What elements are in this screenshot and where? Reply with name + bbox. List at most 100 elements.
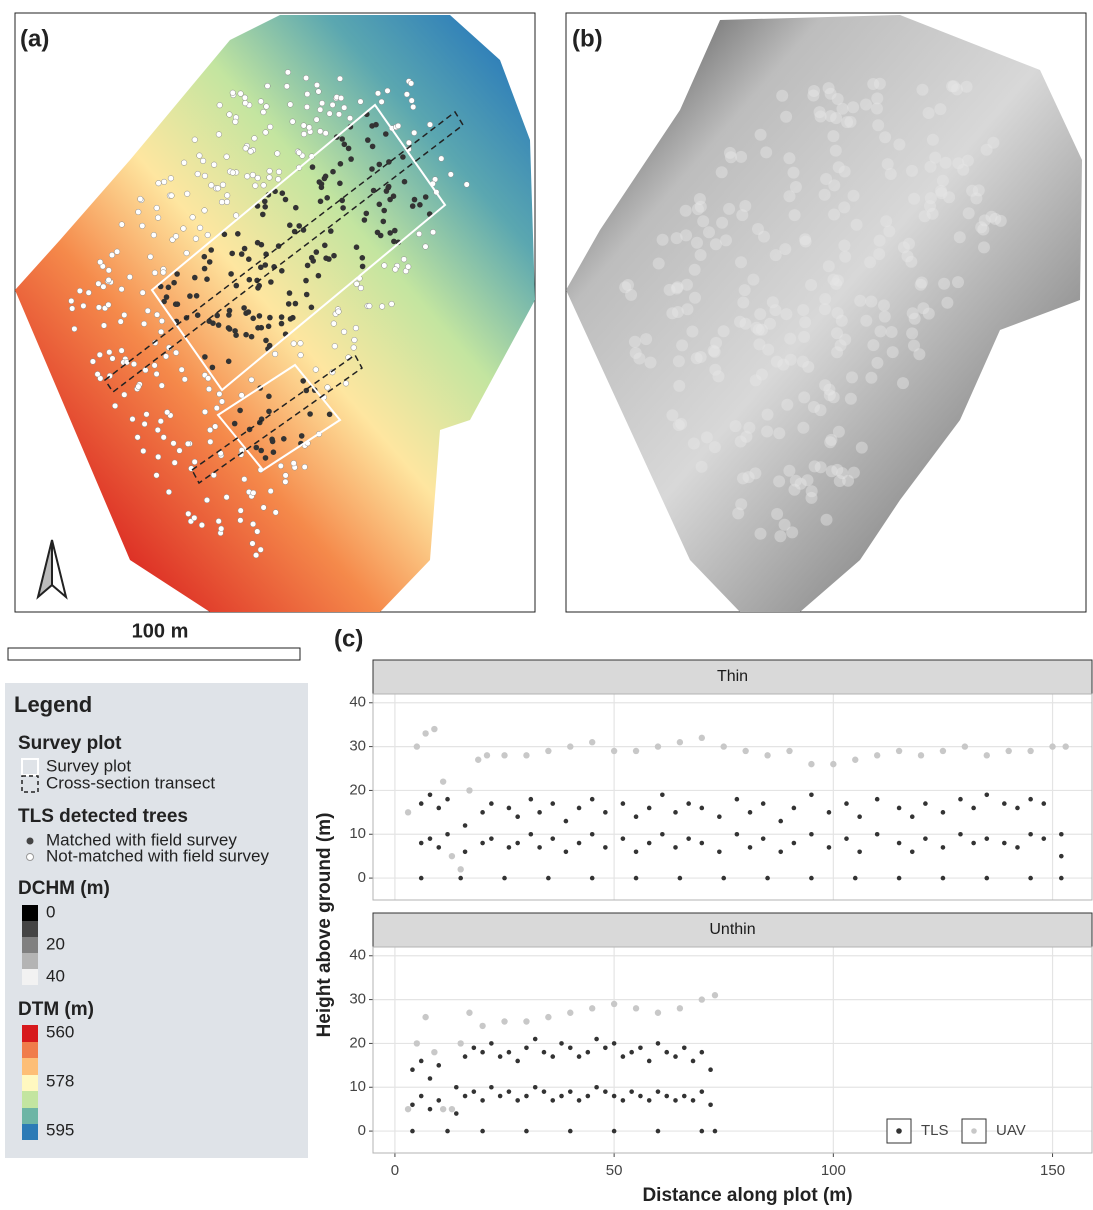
- tree-dot: [408, 81, 414, 87]
- y-tick-label: 10: [349, 1078, 366, 1095]
- tree-dot: [317, 107, 323, 113]
- point: [1028, 876, 1033, 881]
- point: [664, 1050, 669, 1055]
- point: [748, 810, 753, 815]
- tree-dot: [211, 162, 217, 168]
- tree-dot: [293, 205, 299, 211]
- crown: [963, 207, 975, 219]
- point: [419, 876, 424, 881]
- point: [507, 806, 512, 811]
- point: [564, 819, 569, 824]
- point: [673, 810, 678, 815]
- tree-dot: [387, 230, 393, 236]
- crown: [633, 353, 645, 365]
- point: [844, 836, 849, 841]
- point: [501, 1018, 507, 1024]
- tree-dot: [136, 209, 142, 215]
- point: [458, 876, 463, 881]
- color-scale: [22, 905, 38, 985]
- tree-dot: [195, 171, 201, 177]
- tree-dot: [327, 412, 333, 418]
- crown: [860, 315, 872, 327]
- crown: [978, 241, 990, 253]
- point: [480, 1098, 485, 1103]
- point: [405, 809, 411, 815]
- tree-dot: [207, 259, 213, 265]
- point: [612, 1094, 617, 1099]
- crown: [948, 80, 960, 92]
- tree-dot: [159, 383, 165, 389]
- point: [466, 787, 472, 793]
- tree-dot: [405, 264, 411, 270]
- tree-dot: [377, 202, 383, 208]
- tree-dot: [352, 337, 358, 343]
- crown: [819, 379, 831, 391]
- point: [691, 1098, 696, 1103]
- tree-dot: [250, 172, 256, 178]
- tree-dot: [267, 175, 273, 181]
- point: [761, 801, 766, 806]
- crown: [788, 167, 800, 179]
- point: [971, 841, 976, 846]
- tree-dot: [423, 244, 429, 250]
- tree-dot: [77, 288, 83, 294]
- tree-dot: [219, 199, 225, 205]
- tree-dot: [416, 231, 422, 237]
- point: [472, 1046, 477, 1051]
- point: [923, 836, 928, 841]
- crown: [718, 325, 730, 337]
- point: [611, 1001, 617, 1007]
- tree-dot: [195, 312, 201, 318]
- point: [656, 1129, 661, 1134]
- page: {"panel_labels": ["(a)", "(b)", "(c)"], …: [0, 0, 1093, 1210]
- point: [857, 814, 862, 819]
- tree-dot: [253, 445, 259, 451]
- crown: [873, 248, 885, 260]
- crown: [753, 338, 765, 350]
- point: [542, 1089, 547, 1094]
- tree-dot: [230, 170, 236, 176]
- tree-dot: [281, 436, 287, 442]
- tree-dot: [215, 186, 221, 192]
- crown: [847, 101, 859, 113]
- legend-key: [27, 838, 34, 845]
- tree-dot: [402, 179, 408, 185]
- point: [440, 1106, 446, 1112]
- legend-item: 595: [46, 1120, 74, 1139]
- tree-dot: [275, 151, 281, 157]
- tree-dot: [423, 194, 429, 200]
- legend-dot: [896, 1128, 902, 1134]
- tree-dot: [210, 365, 216, 371]
- point: [577, 1098, 582, 1103]
- crown: [774, 530, 786, 542]
- crown: [696, 461, 708, 473]
- tree-dot: [244, 174, 250, 180]
- tree-dot: [338, 95, 344, 101]
- tree-dot: [261, 183, 267, 189]
- tree-dot: [141, 321, 147, 327]
- crown: [815, 404, 827, 416]
- point: [844, 801, 849, 806]
- crown: [716, 166, 728, 178]
- point: [524, 1094, 529, 1099]
- tree-dot: [339, 136, 345, 142]
- crown: [701, 431, 713, 443]
- tree-dot: [242, 95, 248, 101]
- y-tick-label: 30: [349, 738, 366, 755]
- crown: [879, 131, 891, 143]
- crown: [924, 200, 936, 212]
- tree-dot: [263, 338, 269, 344]
- y-axis-title: Height above ground (m): [314, 813, 335, 1038]
- tree-dot: [383, 131, 389, 137]
- tree-dot: [427, 122, 433, 128]
- point: [611, 748, 617, 754]
- crown: [755, 129, 767, 141]
- color-scale: [22, 1025, 38, 1140]
- tree-dot: [331, 253, 337, 259]
- crown: [769, 304, 781, 316]
- point: [419, 841, 424, 846]
- tree-dot: [261, 109, 267, 115]
- crown: [815, 461, 827, 473]
- point: [436, 1098, 441, 1103]
- tree-dot: [263, 455, 269, 461]
